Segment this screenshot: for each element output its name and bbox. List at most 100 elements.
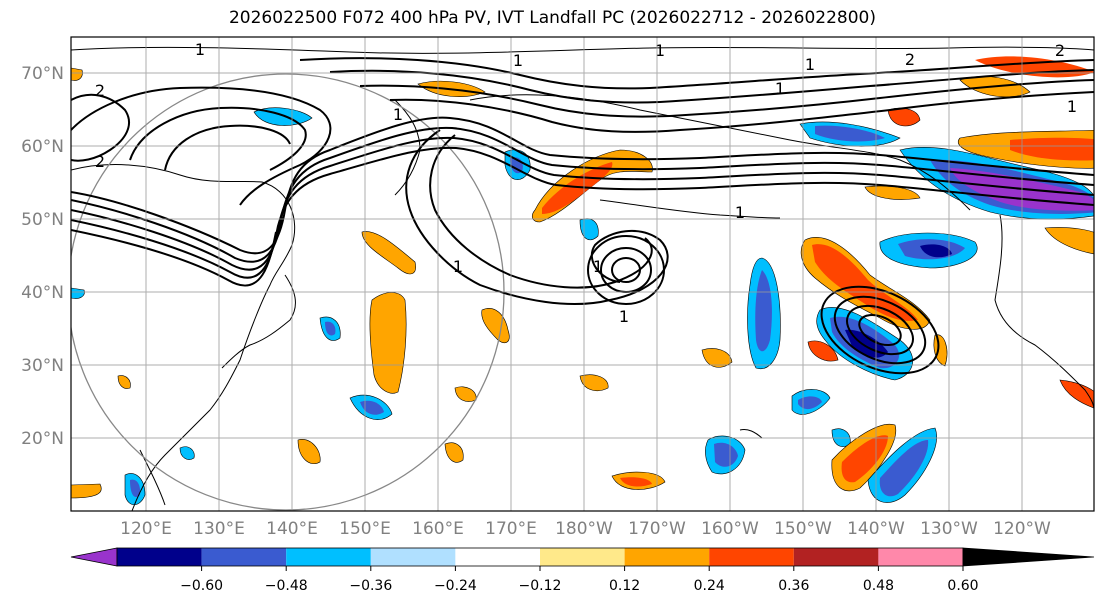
ivt-contour-line [71, 146, 1094, 279]
pv-fill-positive [807, 340, 839, 362]
colorbar-tick-label: 0.24 [694, 578, 725, 594]
pv-fill-positive [369, 292, 407, 394]
pv-fill-positive [117, 375, 131, 389]
ivt-contour-line [359, 79, 1094, 118]
lon-label: 170°E [485, 519, 537, 539]
lat-label: 20°N [21, 429, 64, 449]
ivt-contour-line [329, 69, 1094, 104]
ivt-contour-line [71, 93, 130, 162]
ivt-contour-loop [611, 257, 641, 283]
lat-label: 30°N [21, 356, 64, 376]
coastline-asia [71, 164, 296, 511]
pv-fill-negative [798, 396, 822, 410]
coastline-north-america [994, 214, 1094, 411]
map-content: 1 1 1 1 1 1 1 2 2 2 2 1 1 1 1 [71, 37, 1094, 511]
ivt-contour-line [71, 136, 1094, 271]
pv-fill-negative [920, 244, 952, 258]
ivt-contours [71, 57, 1094, 375]
ivt-contour-loop [846, 304, 914, 356]
contour-label: 1 [513, 51, 523, 70]
lon-label: 150°E [339, 519, 391, 539]
ivt-contour-line [71, 86, 332, 206]
ivt-contour-line [71, 126, 1094, 263]
contour-label: 1 [805, 55, 815, 74]
lon-label: 140°E [266, 519, 318, 539]
colorbar-segment [793, 548, 879, 566]
colorbar-tick-label: 0.60 [947, 578, 978, 594]
coastline-philippines [139, 449, 166, 506]
gridlines [71, 37, 1094, 511]
pv-fill-positive [1010, 137, 1094, 161]
colorbar-tick-label: −0.60 [180, 578, 223, 594]
pv-fill-positive [1044, 227, 1094, 255]
lon-label: 130°W [920, 519, 978, 539]
lon-label: 170°W [628, 519, 686, 539]
pv-fill-negative [130, 479, 141, 498]
coastline-hawaii [739, 429, 763, 439]
ivt-contour-line [129, 106, 307, 171]
lon-label: 120°W [993, 519, 1051, 539]
pv-fill-positive [701, 348, 733, 368]
pv-fill-negative [714, 442, 738, 467]
ivt-contour-line [405, 129, 669, 305]
contour-label: 2 [95, 81, 105, 100]
colorbar-tick-label: −0.48 [265, 578, 308, 594]
ivt-contour-line [389, 91, 1094, 133]
colorbar: −0.60 −0.48 −0.36 −0.24 −0.12 0.12 0.24 … [70, 547, 1095, 594]
ivt-contour-loop [587, 235, 665, 305]
coastlines [71, 46, 1094, 511]
colorbar-segment [286, 548, 371, 566]
colorbar-tick-label: 0.36 [778, 578, 809, 594]
ivt-contour-line [299, 57, 1094, 90]
contour-label: 2 [95, 152, 105, 171]
colorbar-segment [117, 548, 202, 566]
figure-title: 2026022500 F072 400 hPa PV, IVT Landfall… [228, 8, 876, 28]
colorbar-segment [540, 548, 625, 566]
lat-label: 50°N [21, 210, 64, 230]
colorbar-segment [370, 548, 456, 566]
coastline-aleutian [599, 199, 781, 219]
contour-label: 1 [1067, 97, 1077, 116]
lon-axis: 120°E 130°E 140°E 150°E 160°E 170°E 180°… [120, 519, 1051, 539]
colorbar-extend-min [70, 547, 118, 567]
colorbar-extend-max [962, 547, 1095, 567]
pv-fill-positive [361, 231, 416, 275]
coastline-japan [221, 274, 296, 369]
colorbar-tick-label: 0.12 [609, 578, 640, 594]
colorbar-segment [624, 548, 710, 566]
pv-fill-negative [179, 446, 195, 460]
ivt-contour-loop [833, 295, 927, 365]
ivt-contour-line [71, 229, 277, 287]
pv-fill-positive [444, 442, 464, 463]
pv-fill-positive [297, 439, 321, 464]
pv-fill-positive [933, 334, 948, 367]
contour-label: 2 [905, 50, 915, 69]
lon-label: 140°W [847, 519, 905, 539]
colorbar-ticks [201, 566, 964, 571]
ivt-contour-line [164, 124, 291, 171]
contour-label: 1 [655, 41, 665, 60]
contour-label: 1 [593, 257, 603, 276]
pv-fill-positive [542, 162, 613, 214]
contour-label: 1 [453, 257, 463, 276]
lon-label: 120°E [120, 519, 172, 539]
ivt-contour-line [71, 116, 1094, 255]
map-frame [70, 36, 1095, 512]
lon-label: 160°W [701, 519, 759, 539]
colorbar-tick-label: −0.36 [349, 578, 392, 594]
lon-label: 130°E [193, 519, 245, 539]
colorbar-segment [201, 548, 287, 566]
pv-fill-positive [812, 244, 918, 321]
pv-fill-positive [620, 477, 652, 487]
colorbar-tick-label: 0.48 [863, 578, 894, 594]
contour-labels: 1 1 1 1 1 1 1 2 2 2 2 1 1 1 1 [95, 40, 1077, 326]
contour-label: 1 [735, 203, 745, 222]
pv-fill-negative [325, 321, 336, 336]
contour-label: 1 [619, 307, 629, 326]
lon-label: 150°W [774, 519, 832, 539]
colorbar-segment [878, 548, 963, 566]
ivt-contour-loop [858, 313, 902, 347]
lat-label: 70°N [21, 64, 64, 84]
pv-fill-negative [755, 270, 772, 352]
lat-axis: 70°N 60°N 50°N 40°N 30°N 20°N [21, 64, 64, 449]
